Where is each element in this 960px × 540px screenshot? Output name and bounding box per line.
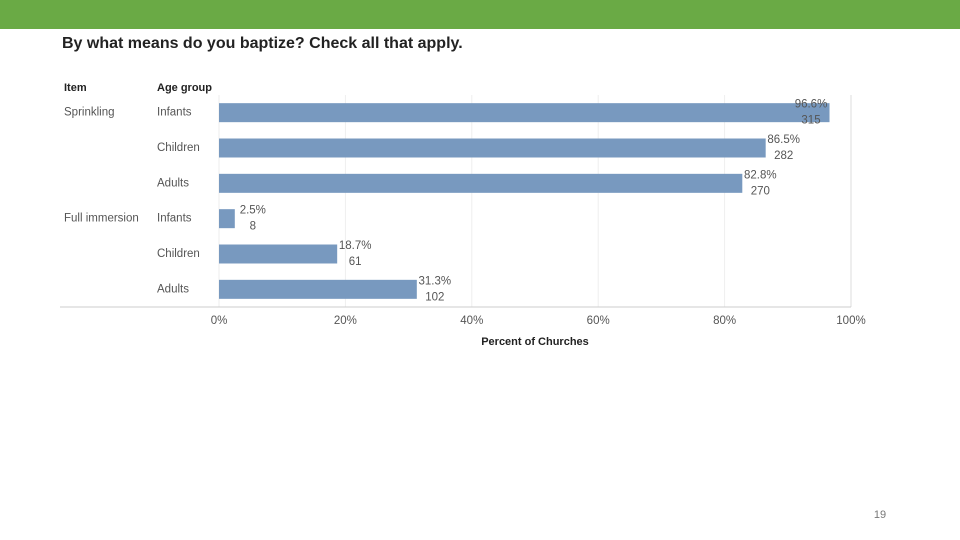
category-label: Adults [157, 177, 189, 189]
count-label: 61 [349, 256, 362, 268]
x-tick-label: 40% [460, 315, 483, 327]
page-number: 19 [874, 509, 886, 521]
x-axis-label: Percent of Churches [481, 336, 589, 348]
category-label: Children [157, 142, 200, 154]
x-tick-label: 20% [334, 315, 357, 327]
bar [219, 209, 235, 229]
value-label: 31.3% [419, 275, 452, 287]
item-header: Item [64, 82, 87, 94]
x-tick-label: 0% [211, 315, 228, 327]
bar [219, 173, 743, 193]
value-label: 18.7% [339, 240, 372, 252]
category-header: Age group [157, 82, 212, 94]
count-label: 270 [751, 185, 770, 197]
x-tick-label: 60% [587, 315, 610, 327]
bar [219, 279, 417, 299]
value-label: 2.5% [240, 205, 266, 217]
value-label: 86.5% [767, 134, 800, 146]
chart-panel [60, 29, 852, 309]
item-label: Full immersion [64, 213, 139, 225]
category-label: Children [157, 248, 200, 260]
count-label: 315 [801, 115, 820, 127]
count-label: 8 [250, 221, 256, 233]
category-label: Infants [157, 107, 192, 119]
value-label: 82.8% [744, 169, 777, 181]
bar [219, 103, 830, 123]
chart-title: By what means do you baptize? Check all … [62, 35, 463, 52]
x-tick-label: 100% [836, 315, 865, 327]
value-label: 96.6% [795, 99, 828, 111]
bar [219, 138, 766, 158]
count-label: 102 [425, 291, 444, 303]
count-label: 282 [774, 150, 793, 162]
header-band [0, 0, 960, 29]
item-label: Sprinkling [64, 107, 115, 119]
category-label: Adults [157, 283, 189, 295]
category-label: Infants [157, 213, 192, 225]
x-tick-label: 80% [713, 315, 736, 327]
bar [219, 244, 338, 264]
